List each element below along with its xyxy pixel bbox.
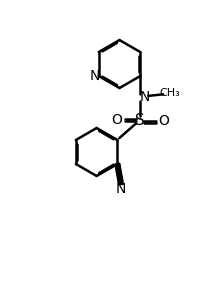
Text: N: N	[89, 69, 99, 83]
Text: S: S	[135, 113, 144, 128]
Text: O: O	[157, 115, 168, 128]
Text: N: N	[115, 182, 125, 196]
Text: O: O	[111, 113, 122, 127]
Text: N: N	[139, 90, 150, 104]
Text: CH₃: CH₃	[159, 88, 179, 98]
